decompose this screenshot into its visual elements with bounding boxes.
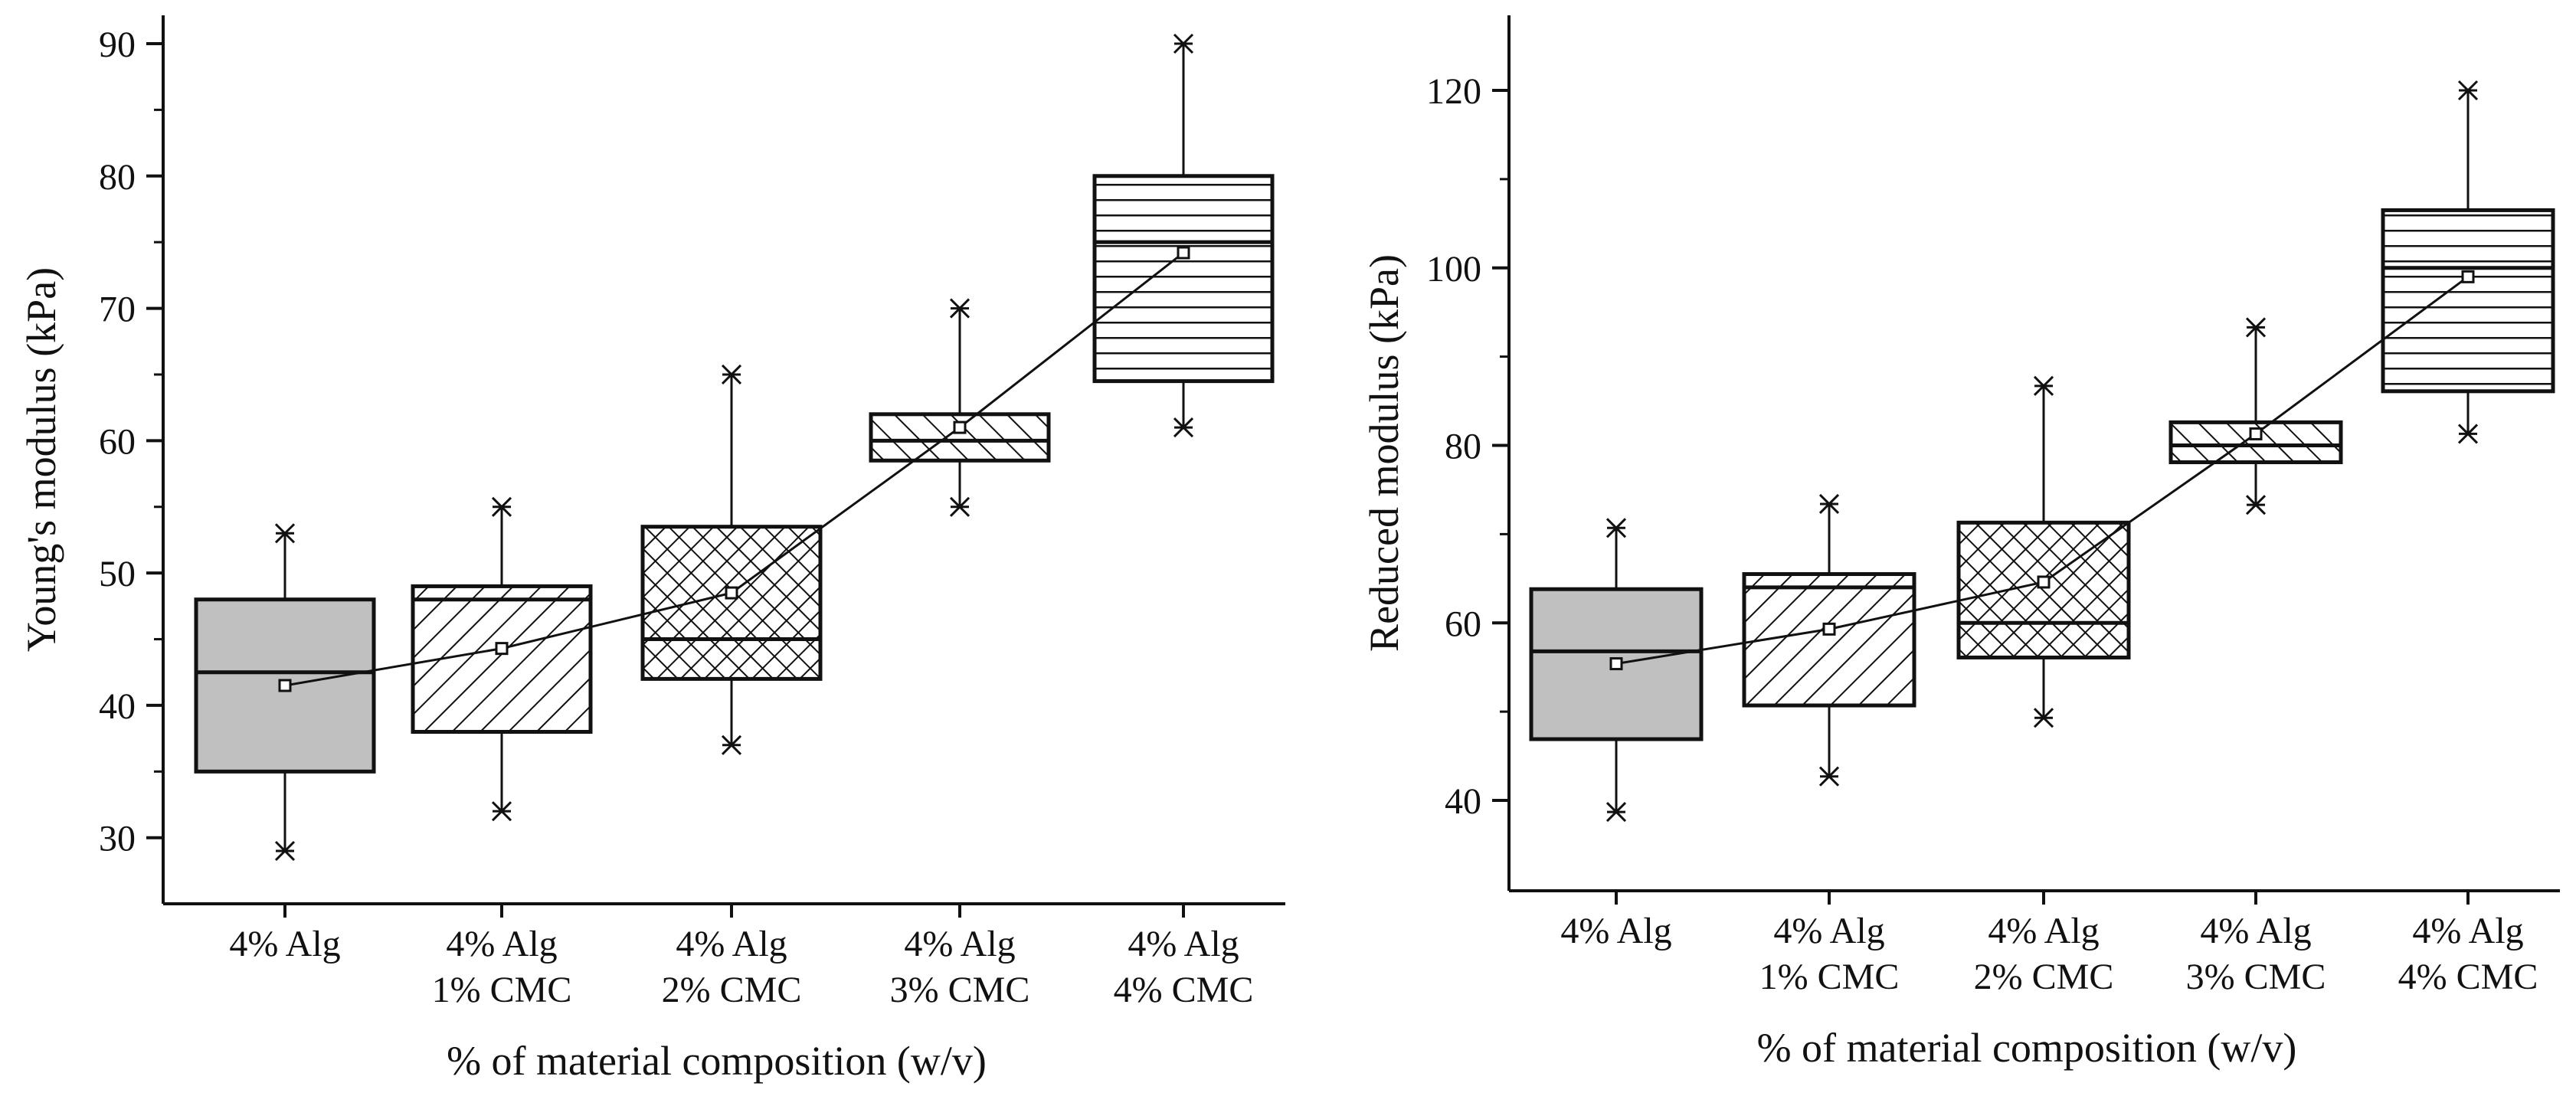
y-tick-label: 80 xyxy=(99,157,136,198)
box-iqr xyxy=(2381,208,2555,394)
category-label-line2: 2% CMC xyxy=(1974,957,2114,997)
box-plot xyxy=(640,364,823,755)
max-marker xyxy=(491,496,512,517)
category-label-line1: 4% Alg xyxy=(1773,911,1884,951)
min-marker xyxy=(1818,766,1840,787)
reduced-modulus-chart: 40 60 80 100 120 Reduced modulus (kPa) % of ma… xyxy=(1361,15,2560,1071)
category-label-line1: 4% Alg xyxy=(229,924,340,964)
max-marker xyxy=(274,523,296,544)
category-label-line1: 4% Alg xyxy=(2200,911,2311,951)
mean-marker xyxy=(278,679,292,692)
box-plot xyxy=(1092,33,1275,438)
mean-marker xyxy=(495,642,509,656)
category-label-line1: 4% Alg xyxy=(676,924,787,964)
max-marker xyxy=(2245,317,2267,338)
y-tick-label: 100 xyxy=(1426,249,1481,290)
box-plot xyxy=(2168,317,2343,515)
y-tick-label: 60 xyxy=(99,421,136,462)
y-tick-label: 120 xyxy=(1426,71,1481,112)
max-marker xyxy=(721,364,742,385)
box-iqr xyxy=(1956,520,2131,659)
category-label-line2: 3% CMC xyxy=(890,970,1030,1010)
mean-marker xyxy=(725,586,738,600)
mean-marker xyxy=(953,420,967,434)
category-label-line2: 4% CMC xyxy=(2398,957,2538,997)
mean-marker xyxy=(2249,427,2263,440)
category-label-line1: 4% Alg xyxy=(1988,911,2099,951)
y-axis-title: Young's modulus (kPa) xyxy=(18,267,64,652)
box-plot xyxy=(2381,80,2555,444)
y-axis-title: Reduced modulus (kPa) xyxy=(1361,254,1407,652)
category-label-line1: 4% Alg xyxy=(2412,911,2523,951)
min-marker xyxy=(491,801,512,822)
category-label-line2: 2% CMC xyxy=(662,970,802,1010)
box-plot xyxy=(869,298,1051,517)
y-tick-label: 70 xyxy=(99,290,136,330)
category-label-line1: 4% Alg xyxy=(1128,924,1239,964)
max-marker xyxy=(2033,375,2054,396)
youngs-modulus-chart: 30 40 50 60 70 80 90 Young's modulus (kPa) % of … xyxy=(18,15,1285,1084)
y-tick-label: 80 xyxy=(1445,427,1481,467)
category-label-line1: 4% Alg xyxy=(446,924,557,964)
min-marker xyxy=(2033,708,2054,728)
y-tick-label: 40 xyxy=(1445,781,1481,822)
max-marker xyxy=(1173,33,1194,54)
y-tick-label: 90 xyxy=(99,25,136,65)
max-marker xyxy=(1818,493,1840,515)
box-iqr xyxy=(1742,572,1916,708)
category-label-line2: 1% CMC xyxy=(1759,957,1900,997)
min-marker xyxy=(721,735,742,755)
max-marker xyxy=(2457,80,2479,101)
box-iqr xyxy=(1092,174,1275,384)
mean-marker xyxy=(2037,575,2051,589)
box-plot xyxy=(194,523,376,862)
box-iqr xyxy=(640,525,823,681)
category-label-line2: 4% CMC xyxy=(1114,970,1254,1010)
box-iqr xyxy=(411,584,593,734)
box-plot xyxy=(1956,375,2131,728)
mean-marker xyxy=(1822,622,1836,636)
min-marker xyxy=(274,840,296,862)
y-tick-label: 40 xyxy=(99,686,136,727)
y-tick-label: 50 xyxy=(99,554,136,594)
min-marker xyxy=(1605,802,1627,823)
max-marker xyxy=(1605,518,1627,538)
category-label-line1: 4% Alg xyxy=(1560,911,1671,951)
min-marker xyxy=(949,496,971,517)
category-label-line2: 3% CMC xyxy=(2186,957,2326,997)
mean-marker xyxy=(2461,270,2475,283)
x-axis-title: % of material composition (w/v) xyxy=(447,1038,987,1084)
min-marker xyxy=(2457,424,2479,444)
category-label-line1: 4% Alg xyxy=(904,924,1015,964)
min-marker xyxy=(2245,495,2267,515)
min-marker xyxy=(1173,417,1194,438)
max-marker xyxy=(949,298,971,319)
mean-marker xyxy=(1177,246,1190,260)
category-label-line2: 1% CMC xyxy=(432,970,572,1010)
y-tick-label: 60 xyxy=(1445,604,1481,644)
y-tick-label: 30 xyxy=(99,819,136,859)
box-plot xyxy=(411,496,593,822)
x-axis-title: % of material composition (w/v) xyxy=(1757,1025,2297,1071)
box-plot xyxy=(1742,493,1916,787)
mean-marker xyxy=(1609,657,1623,671)
